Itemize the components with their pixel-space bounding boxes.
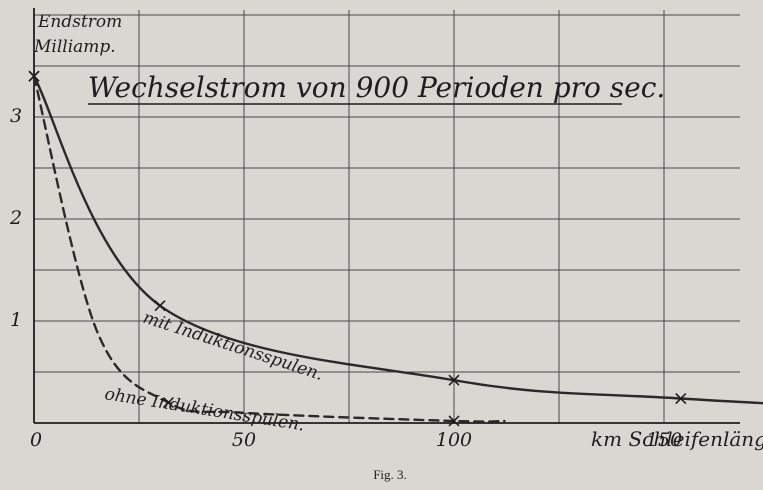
marker-stroke xyxy=(448,415,460,427)
marker-stroke xyxy=(154,300,166,312)
x-tick-label: 150 xyxy=(646,429,682,451)
y-tick-label: 1 xyxy=(10,309,22,331)
x-tick-label: 0 xyxy=(30,429,42,451)
chart-title: Wechselstrom von 900 Perioden pro sec. xyxy=(88,71,665,104)
data-point-marker xyxy=(154,300,166,312)
figure-caption: Fig. 3. xyxy=(373,467,407,482)
data-point-marker xyxy=(28,70,40,82)
marker-stroke xyxy=(675,392,687,405)
grid xyxy=(33,10,740,423)
data-point-marker xyxy=(448,374,460,386)
marker-stroke xyxy=(448,374,460,386)
x-axis-label: km Schleifenlänge. xyxy=(591,427,763,451)
series-line-mit xyxy=(32,75,763,405)
data-point-marker xyxy=(448,415,460,427)
markers xyxy=(28,70,687,427)
marker-stroke xyxy=(28,70,40,82)
curves xyxy=(32,75,763,423)
marker-stroke xyxy=(162,397,174,409)
ylabel-line-2: Milliamp. xyxy=(33,37,116,57)
x-tick-label: 100 xyxy=(436,429,472,451)
y-tick-label: 2 xyxy=(9,207,22,229)
y-tick-label: 3 xyxy=(10,105,22,127)
data-point-marker xyxy=(162,397,174,409)
x-tick-label: 50 xyxy=(232,429,256,451)
data-point-marker xyxy=(675,392,687,405)
ylabel-line-1: Endstrom xyxy=(37,12,122,32)
series-line-ohne xyxy=(32,75,506,423)
